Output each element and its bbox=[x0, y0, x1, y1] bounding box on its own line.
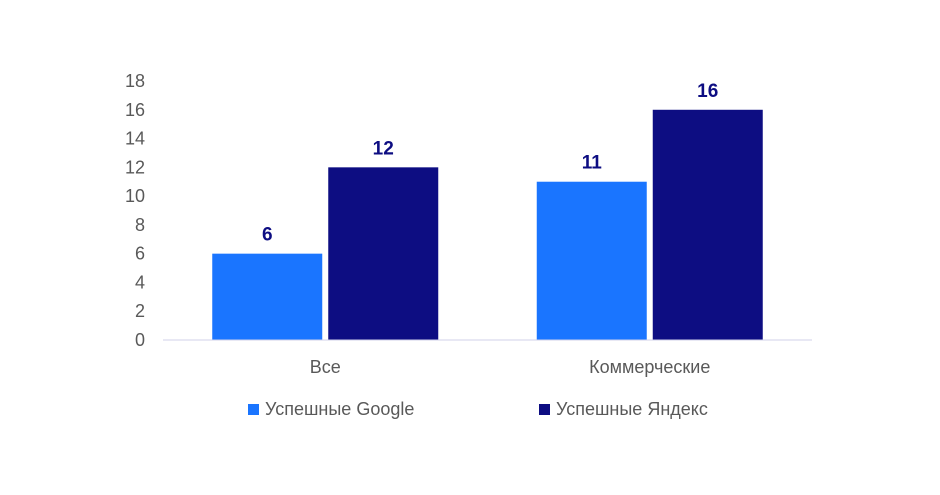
y-tick-label: 6 bbox=[135, 244, 145, 264]
data-label: 11 bbox=[582, 153, 603, 174]
y-tick-label: 0 bbox=[135, 330, 145, 350]
y-tick-label: 8 bbox=[135, 215, 145, 235]
y-tick-label: 14 bbox=[125, 129, 145, 149]
y-tick-label: 18 bbox=[125, 71, 145, 91]
y-tick-label: 4 bbox=[135, 272, 145, 292]
y-tick-label: 10 bbox=[125, 186, 145, 206]
x-category-label: Все bbox=[310, 357, 341, 377]
y-tick-label: 2 bbox=[135, 301, 145, 321]
legend: Успешные Google Успешные Яндекс bbox=[0, 399, 940, 421]
bars-layer bbox=[212, 109, 763, 341]
data-label: 12 bbox=[373, 138, 394, 159]
bar bbox=[652, 109, 763, 341]
x-axis: Все Коммерческие bbox=[310, 357, 711, 377]
legend-label-google: Успешные Google bbox=[265, 399, 415, 419]
legend-swatch-yandex bbox=[539, 404, 550, 415]
x-category-label: Коммерческие bbox=[589, 357, 710, 377]
legend-item-yandex: Успешные Яндекс bbox=[539, 399, 708, 420]
bar bbox=[536, 181, 647, 340]
bar bbox=[328, 167, 439, 340]
data-labels-layer: 6 12 11 16 bbox=[262, 81, 718, 246]
legend-item-google: Успешные Google bbox=[248, 399, 414, 420]
bar bbox=[212, 253, 323, 340]
legend-label-yandex: Успешные Яндекс bbox=[556, 399, 708, 419]
data-label: 16 bbox=[697, 81, 718, 102]
y-tick-label: 12 bbox=[125, 157, 145, 177]
y-axis: 0 2 4 6 8 10 12 14 16 18 bbox=[125, 71, 145, 350]
y-tick-label: 16 bbox=[125, 100, 145, 120]
legend-swatch-google bbox=[248, 404, 259, 415]
data-label: 6 bbox=[262, 225, 273, 246]
